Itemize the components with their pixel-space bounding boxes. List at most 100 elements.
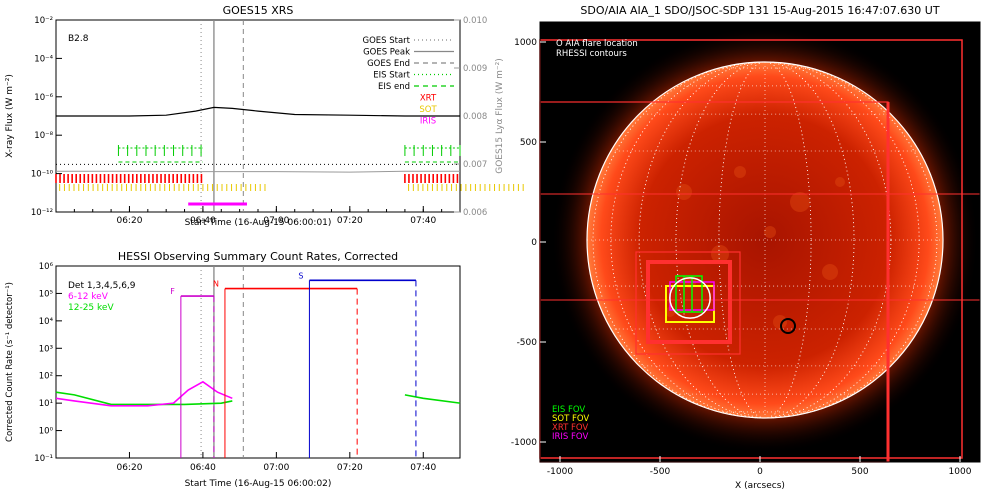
solar-texture	[665, 166, 845, 329]
x-tick-label: 07:40	[410, 463, 436, 473]
legend-label: IRIS	[420, 117, 436, 127]
x-tick-label: 07:40	[410, 216, 436, 226]
legend-label: GOES Peak	[363, 48, 410, 58]
legend-label: Det 1,3,4,5,6,9	[68, 281, 136, 291]
goes-title: GOES15 XRS	[223, 4, 294, 17]
y-tick-label: 10²	[39, 372, 53, 382]
legend-label: EIS Start	[373, 71, 410, 81]
y-tick-label: 10⁶	[39, 262, 54, 272]
active-region	[835, 177, 845, 187]
heliographic-grid	[587, 61, 943, 419]
hessi-y-ticks: 10⁶ 10⁵ 10⁴ 10³ 10² 10¹ 10⁰ 10⁻¹	[34, 262, 62, 464]
y-tick-label: 10⁻⁴	[34, 54, 53, 64]
x-tick-label: 0	[757, 467, 763, 477]
active-region	[676, 184, 692, 200]
y-tick-label: 10⁻¹⁰	[31, 170, 54, 180]
longitude-line	[610, 61, 920, 419]
x-tick-label: 07:20	[337, 463, 363, 473]
hessi-ylabel: Corrected Count Rate (s⁻¹ detector⁻¹)	[5, 282, 15, 442]
goes-event-lines	[200, 20, 244, 212]
y2-tick-label: 0.009	[463, 64, 487, 74]
aia-y-ticks: 1000 500 0 -500 -1000	[511, 38, 546, 448]
x-tick-label: -500	[650, 467, 671, 477]
goes-panel: GOES15 XRS 06:20 06:40 07:00 07:20 07:40 10⁻…	[5, 4, 524, 228]
aia-flare-location-marker	[780, 318, 796, 334]
x-tick-label: -1000	[547, 467, 573, 477]
fov-legend-label: IRIS FOV	[552, 432, 588, 442]
longitude-line	[592, 61, 938, 419]
hessi-plot-frame	[55, 265, 461, 459]
y-tick-label: 1000	[514, 38, 537, 48]
x-tick-label: 06:40	[190, 216, 216, 226]
solar-disk	[587, 62, 943, 418]
y2-tick-label: 0.006	[463, 208, 487, 218]
y-tick-label: 10⁻⁶	[34, 93, 53, 103]
goes-xlabel: Start Time (16-Aug-15 06:00:01)	[185, 218, 332, 228]
hessi-panel: HESSI Observing Summary Count Rates, Cor…	[5, 250, 461, 489]
xrt-fov-small	[635, 251, 741, 355]
longitude-line	[675, 61, 855, 419]
goes-marks	[55, 106, 524, 206]
y-tick-label: 500	[520, 138, 537, 148]
legend-label: SOT	[419, 105, 437, 115]
x-tick-label: 06:20	[116, 216, 142, 226]
hessi-xlabel: Start Time (16-Aug-15 06:00:02)	[185, 479, 332, 489]
x-tick-label: 07:00	[263, 216, 289, 226]
xrt-fov-inner	[646, 260, 732, 344]
legend-label: EIS end	[378, 82, 410, 92]
series-12-25-kev	[404, 394, 461, 404]
y-tick-label: 10⁴	[39, 317, 54, 327]
x-tick-label: 500	[851, 467, 868, 477]
legend-label: O AIA flare location	[556, 39, 638, 49]
x-tick-label: 06:40	[190, 463, 216, 473]
hessi-event-lines	[200, 266, 244, 458]
active-region	[764, 226, 776, 238]
goes-x-ticks: 06:20 06:40 07:00 07:20 07:40	[73, 206, 443, 226]
rhessi-contour	[669, 277, 711, 319]
aia-title: SDO/AIA AIA_1 SDO/JSOC-SDP 131 15-Aug-20…	[580, 4, 939, 17]
y2-tick-label: 0.010	[463, 16, 487, 26]
x-tick-label: 07:00	[263, 463, 289, 473]
legend-label: GOES End	[367, 59, 410, 69]
hessi-title: HESSI Observing Summary Count Rates, Cor…	[118, 250, 398, 263]
y-tick-label: 10⁻²	[34, 16, 53, 26]
active-region	[822, 264, 838, 280]
flag-label: S	[298, 271, 303, 280]
goes-y-ticks: 10⁻² 10⁻⁴ 10⁻⁶ 10⁻⁸ 10⁻¹⁰ 10⁻¹²	[31, 16, 62, 218]
aia-panel: SDO/AIA AIA_1 SDO/JSOC-SDP 131 15-Aug-20…	[511, 4, 981, 491]
xray-line	[56, 106, 460, 117]
y2-tick-label: 0.007	[463, 160, 487, 170]
y-tick-label: -1000	[511, 438, 537, 448]
x-tick-label: 06:20	[116, 463, 142, 473]
active-region	[773, 315, 787, 329]
aia-xlabel: X (arcsecs)	[735, 481, 785, 491]
fov-legend-label: SOT FOV	[552, 414, 589, 424]
fov-legend-label: XRT FOV	[552, 423, 588, 433]
y-tick-label: -500	[517, 338, 538, 348]
legend-label: XRT	[420, 94, 437, 104]
active-region	[711, 245, 729, 263]
y-tick-label: 10⁵	[39, 289, 53, 299]
eis-fov	[675, 275, 703, 313]
legend-label: 6-12 keV	[68, 292, 109, 302]
active-region	[790, 192, 810, 212]
y-tick-label: 10⁰	[39, 427, 54, 437]
legend-label: RHESSI contours	[556, 49, 627, 59]
hessi-x-ticks: 06:20 06:40 07:00 07:20 07:40	[116, 452, 437, 473]
series-12-25-kev	[55, 391, 233, 406]
goes-ylabel-right: GOES15 Lyα Flux (W m⁻²)	[495, 58, 505, 174]
hessi-marks: F N S	[55, 271, 461, 458]
x-tick-label: 1000	[949, 467, 972, 477]
y-tick-label: 0	[531, 238, 537, 248]
y-tick-label: 10⁻¹²	[31, 208, 53, 218]
series-6-12-kev	[55, 380, 233, 407]
goes-class-label: B2.8	[68, 34, 89, 44]
flag-label: F	[170, 287, 175, 296]
lya-line	[56, 170, 460, 173]
legend-label: GOES Start	[362, 36, 410, 46]
aia-x-ticks: -1000 -500 0 500 1000	[547, 456, 972, 477]
